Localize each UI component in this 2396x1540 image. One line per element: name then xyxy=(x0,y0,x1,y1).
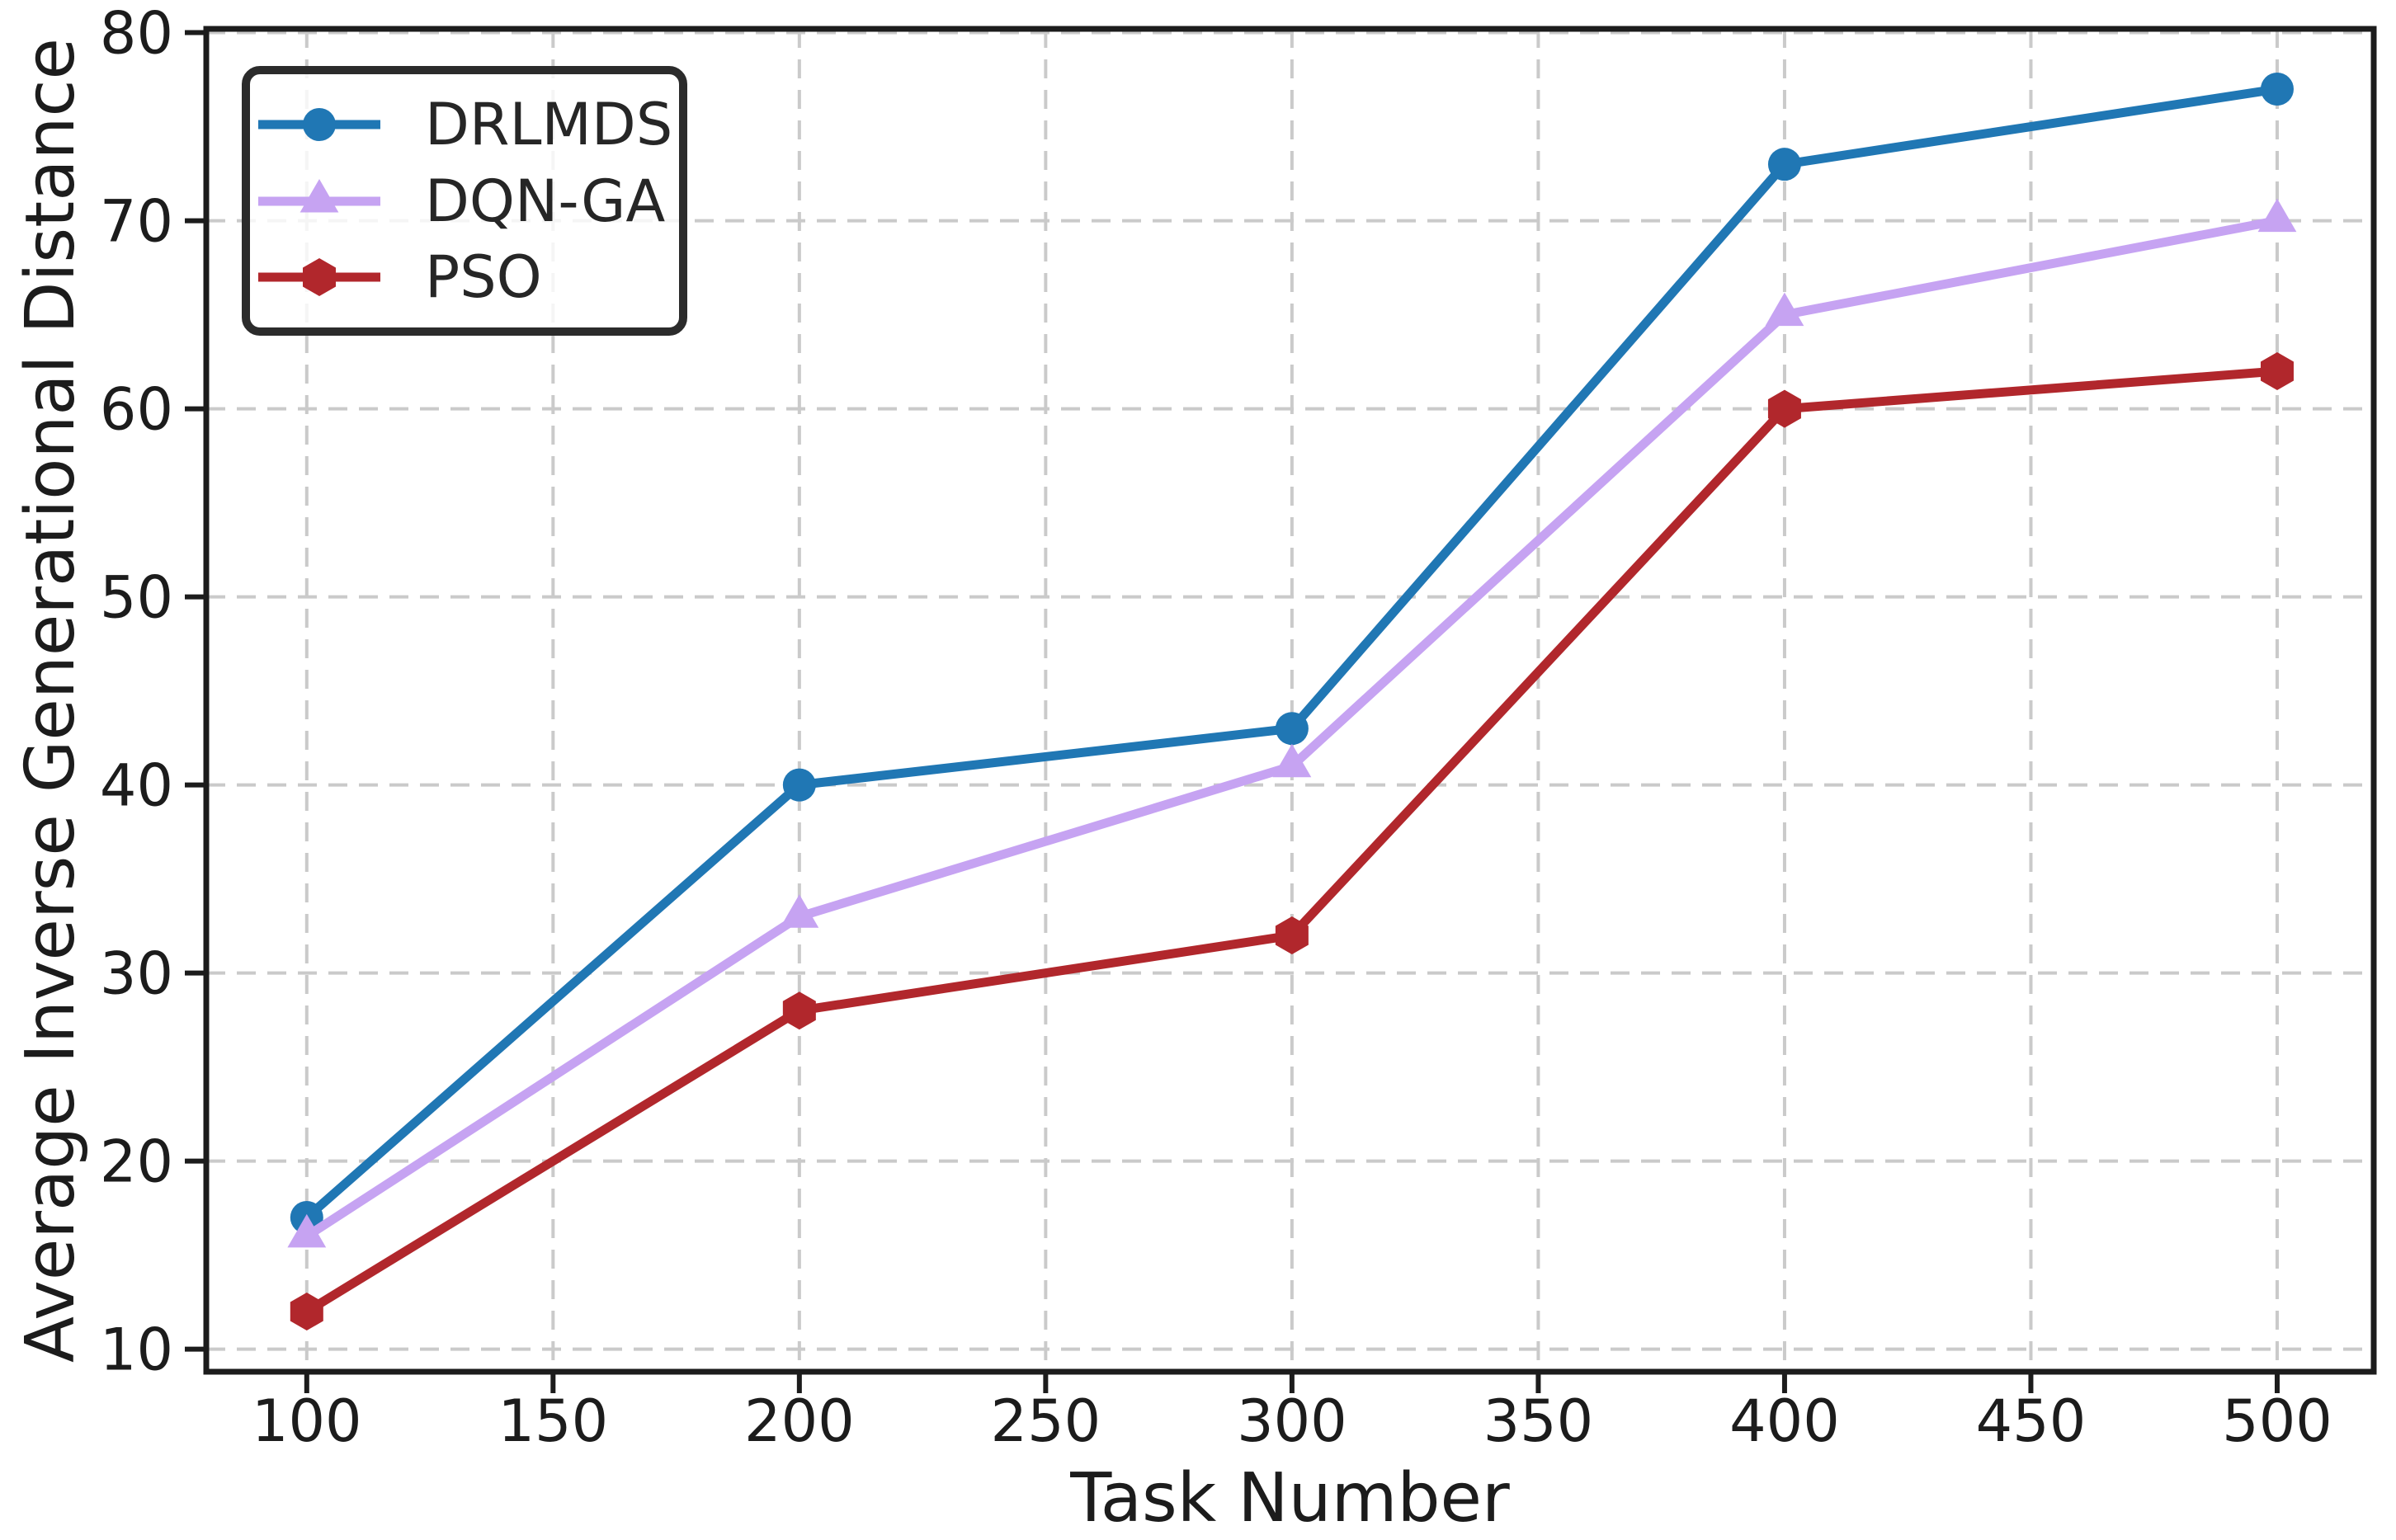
legend-label: DQN-GA xyxy=(425,167,666,235)
data-point-marker xyxy=(303,258,336,297)
data-point-marker xyxy=(2260,351,2294,390)
x-axis-label: Task Number xyxy=(1070,1459,1510,1538)
x-tick-label: 400 xyxy=(1729,1387,1840,1455)
y-tick-label: 30 xyxy=(100,940,173,1008)
legend-label: PSO xyxy=(425,243,542,312)
x-tick-label: 100 xyxy=(252,1387,362,1455)
data-point-marker xyxy=(782,991,816,1030)
legend-item-drlmds[interactable]: DRLMDS xyxy=(255,90,673,158)
data-point-marker xyxy=(1767,148,1801,181)
data-point-marker xyxy=(780,894,819,928)
x-tick-label: 350 xyxy=(1483,1387,1594,1455)
data-point-marker xyxy=(1767,389,1801,428)
legend-item-pso[interactable]: PSO xyxy=(255,247,671,307)
legend: DRLMDS DQN-GA PSO xyxy=(242,66,687,336)
legend-item-dqn-ga[interactable]: DQN-GA xyxy=(255,172,671,231)
legend-line-circle-marker-icon xyxy=(258,107,380,141)
data-point-marker xyxy=(1275,712,1309,746)
y-tick-label: 70 xyxy=(100,188,173,256)
data-point-marker xyxy=(2260,72,2294,106)
y-tick-label: 20 xyxy=(100,1128,173,1196)
data-point-marker xyxy=(782,768,816,802)
legend-line-triangle-marker-icon xyxy=(258,178,380,212)
series-PSO xyxy=(290,351,2294,1331)
y-tick-label: 50 xyxy=(100,564,173,632)
x-axis-ticks: 100 150 200 250 300 350 400 450 500 xyxy=(252,1372,2332,1455)
y-tick-label: 40 xyxy=(100,752,173,820)
data-point-marker xyxy=(1765,292,1804,327)
y-tick-label: 60 xyxy=(100,376,173,444)
x-tick-label: 300 xyxy=(1237,1387,1347,1455)
data-point-marker xyxy=(300,178,339,212)
y-tick-label: 10 xyxy=(100,1316,173,1384)
data-point-marker xyxy=(2257,198,2297,233)
data-point-marker xyxy=(287,1213,327,1248)
x-tick-label: 500 xyxy=(2222,1387,2332,1455)
series-DQN-GA xyxy=(287,198,2297,1248)
y-tick-label: 80 xyxy=(100,0,173,68)
data-point-marker xyxy=(1275,916,1309,955)
x-tick-label: 450 xyxy=(1976,1387,2087,1455)
legend-label: DRLMDS xyxy=(425,90,673,158)
gridlines xyxy=(206,29,2374,1372)
x-tick-label: 200 xyxy=(744,1387,855,1455)
legend-line-hexagon-marker-icon xyxy=(258,258,380,297)
data-point-marker xyxy=(1272,743,1312,778)
x-tick-label: 250 xyxy=(991,1387,1101,1455)
x-tick-label: 150 xyxy=(498,1387,609,1455)
data-point-marker xyxy=(303,107,336,141)
data-point-marker xyxy=(290,1293,323,1331)
y-axis-ticks: 10 20 30 40 50 60 70 80 xyxy=(100,0,206,1384)
y-axis-label: Average Inverse Generational Distance xyxy=(12,38,90,1363)
